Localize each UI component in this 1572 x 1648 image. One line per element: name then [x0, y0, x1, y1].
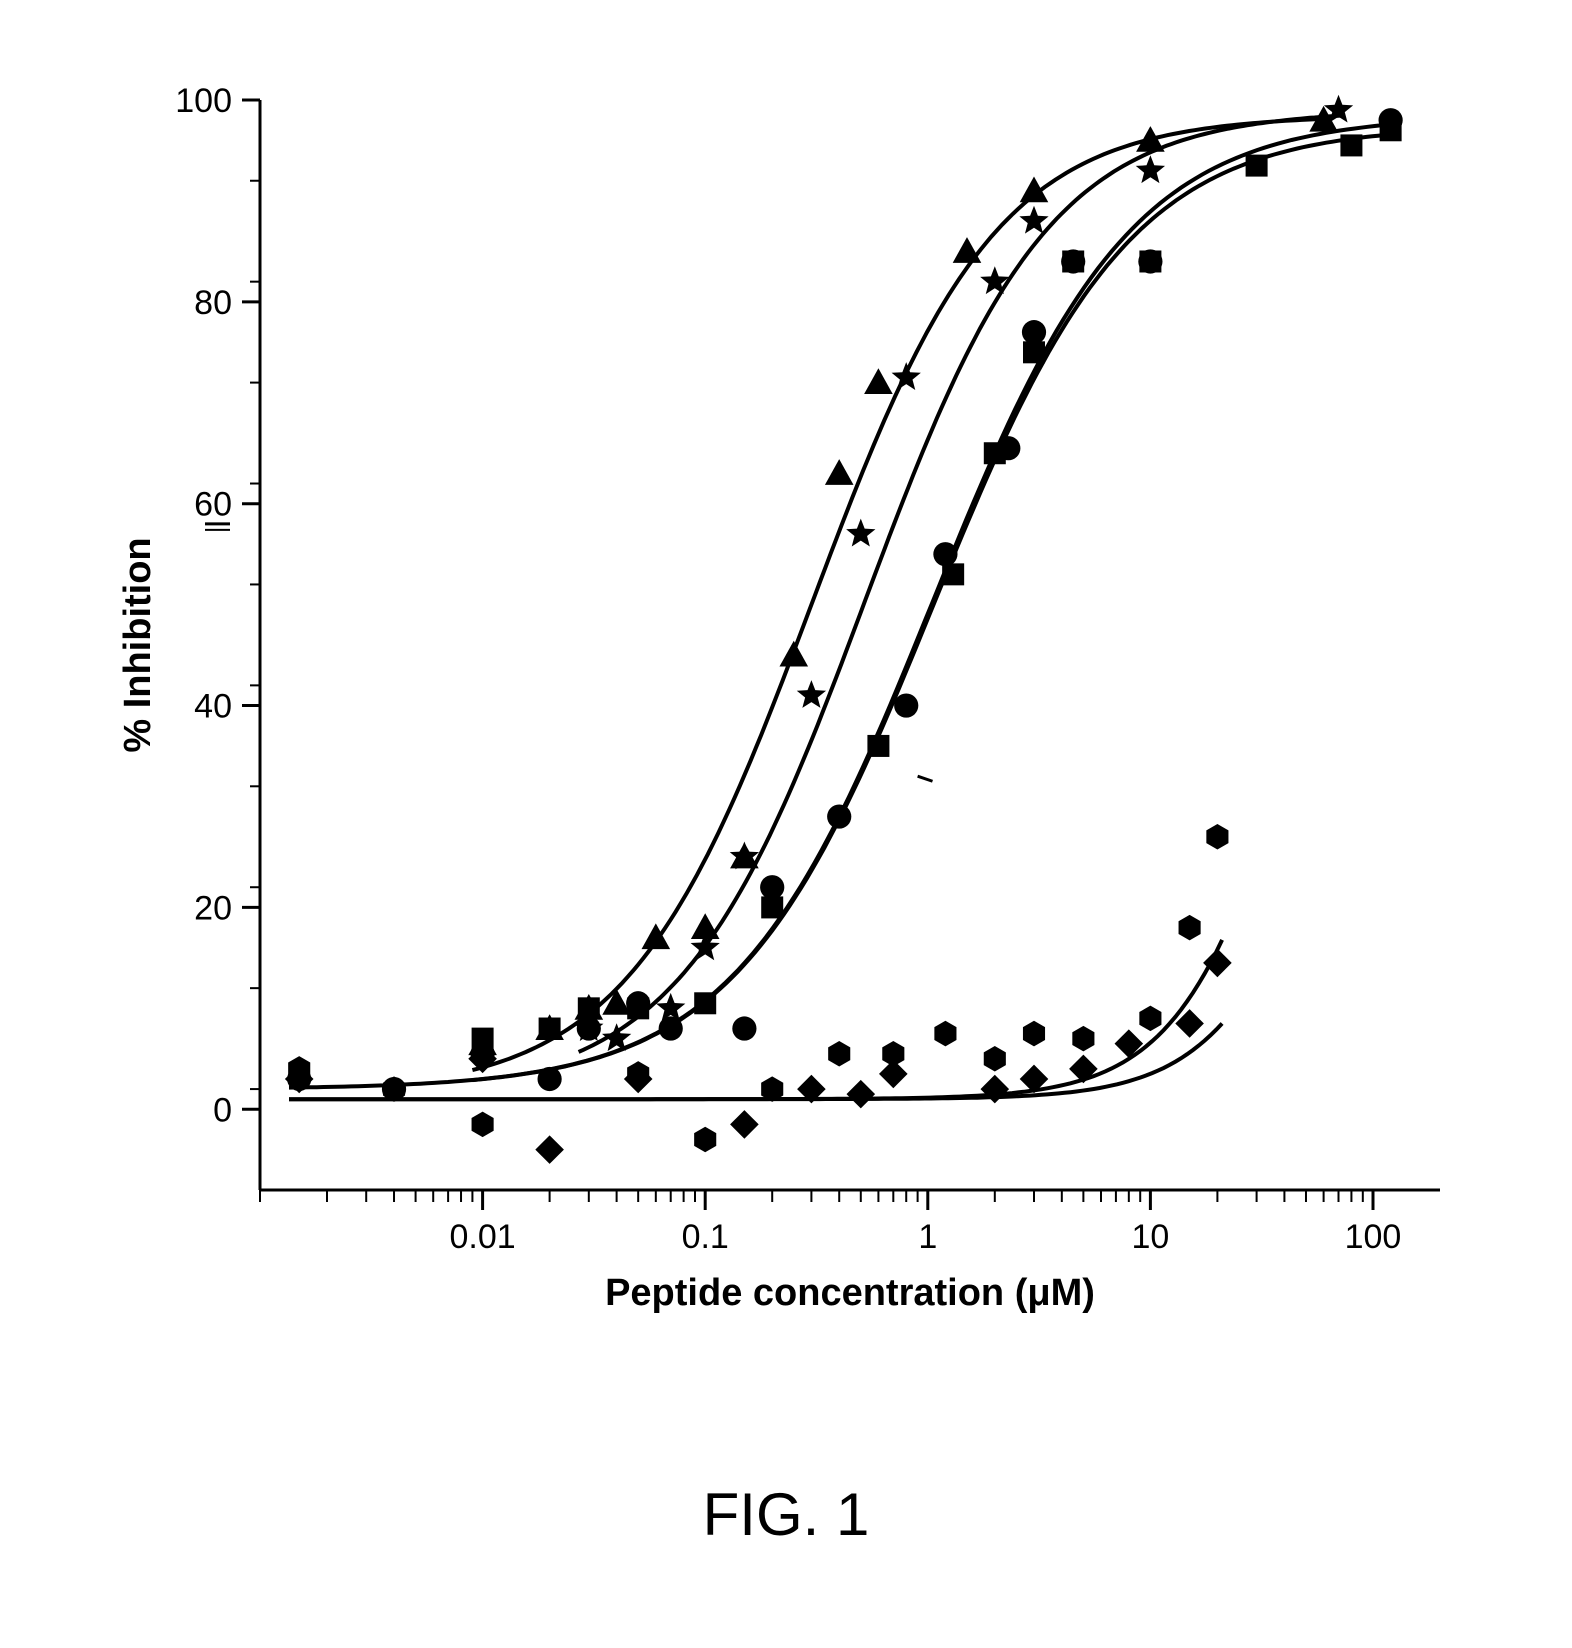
series-hexagon — [288, 824, 1228, 1152]
svg-text:Peptide concentration (μM): Peptide concentration (μM) — [605, 1272, 1095, 1314]
svg-text:% Inhibition: % Inhibition — [117, 537, 159, 752]
svg-text:0.1: 0.1 — [682, 1218, 729, 1256]
series-triangle — [468, 106, 1338, 1055]
inhibition-chart: 0 20 40 60 80 100 % Inhibition 0.01 0.1 1 10 100 Pep… — [60, 40, 1510, 1350]
series-diamond — [285, 949, 1232, 1164]
svg-text:40: 40 — [194, 688, 232, 726]
figure-caption: FIG. 1 — [0, 1480, 1572, 1549]
series-circle — [287, 108, 1403, 1101]
page: { "caption": "FIG. 1", "chart": { "type"… — [0, 0, 1572, 1648]
svg-text:60: 60 — [194, 486, 232, 524]
svg-text:1: 1 — [918, 1218, 937, 1256]
svg-text:0: 0 — [213, 1091, 232, 1129]
svg-text:80: 80 — [194, 284, 232, 322]
svg-text:20: 20 — [194, 889, 232, 927]
svg-text:100: 100 — [1345, 1218, 1402, 1256]
svg-text:0.01: 0.01 — [450, 1218, 516, 1256]
series-square — [472, 119, 1402, 1049]
svg-text:10: 10 — [1131, 1218, 1169, 1256]
svg-text:100: 100 — [175, 82, 232, 120]
